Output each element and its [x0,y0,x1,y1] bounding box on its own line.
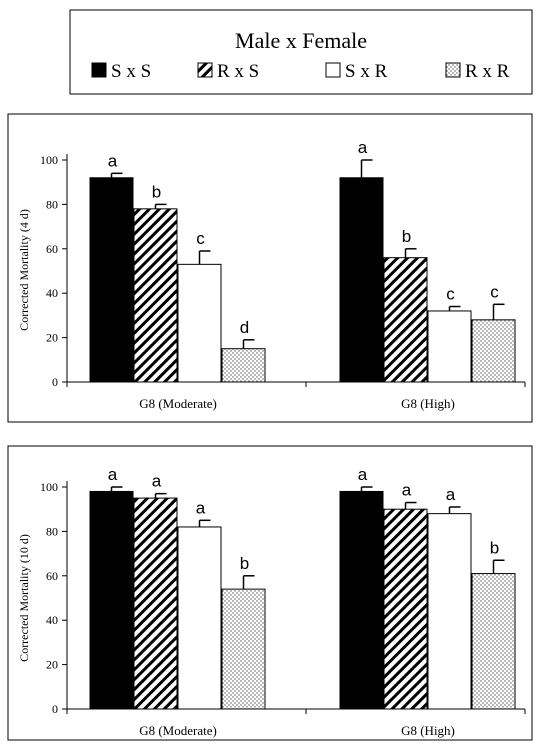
legend-swatch-sxr [325,62,341,78]
y-tick-label: 60 [46,569,58,583]
bar-sxr [427,513,472,710]
legend-label-rxs: R x S [217,61,259,82]
significance-letter: a [446,485,456,504]
significance-letter: a [108,465,118,484]
legend-item-rxr: R x R [445,61,510,82]
significance-letter: c [490,282,499,301]
bar-sxr [177,526,222,710]
panel-frame [7,445,533,741]
bar-rxs [383,508,428,710]
legend-swatch-rxr [445,62,461,78]
significance-letter: b [490,538,499,557]
significance-letter: a [402,481,412,500]
legend-item-sxr: S x R [325,61,388,82]
bar-rxr [471,319,516,383]
bar-sxs [89,177,134,383]
bar-rxr [221,348,266,383]
y-tick-label: 0 [52,702,58,716]
y-tick-label: 100 [40,153,58,167]
legend-frame [69,9,533,95]
significance-letter: d [240,318,249,337]
y-axis-label: Corrected Mortality (4 d) [17,209,31,331]
y-tick-label: 40 [46,613,58,627]
significance-letter: a [152,472,162,491]
legend-label-sxr: S x R [345,61,388,82]
legend-item-rxs: R x S [197,61,259,82]
legend-item-sxs: S x S [91,61,151,82]
y-tick-label: 40 [46,286,58,300]
y-tick-label: 60 [46,242,58,256]
bar-sxs [339,490,384,710]
bar-sxs [89,490,134,710]
y-tick-label: 80 [46,197,58,211]
bar-sxr [427,310,472,383]
bar-rxr [221,588,266,710]
significance-letter: c [446,285,455,304]
legend-label-sxs: S x S [111,61,151,82]
bar-rxs [133,497,178,710]
significance-letter: b [240,554,249,573]
significance-letter: a [358,465,368,484]
y-tick-label: 20 [46,658,58,672]
panel-frame [7,113,533,423]
x-tick-label: G8 (Moderate) [139,396,217,411]
chart-panel-10d: Corrected Mortality (10 d) 0 20 40 60 80 100 a… [7,445,533,741]
significance-letter: b [152,182,161,201]
legend: Male x Female S x S R x S S x R R x R [69,9,533,95]
y-tick-label: 0 [52,375,58,389]
legend-title: Male x Female [235,28,367,53]
legend-swatch-rxs [197,62,213,78]
y-axis-label: Corrected Mortality (10 d) [17,534,31,662]
legend-label-rxr: R x R [465,61,510,82]
significance-letter: a [358,138,368,157]
bar-rxs [133,208,178,383]
y-tick-label: 80 [46,524,58,538]
legend-swatch-sxs [91,62,107,78]
x-tick-label: G8 (High) [401,723,455,738]
x-tick-label: G8 (Moderate) [139,723,217,738]
significance-letter: a [196,498,206,517]
bar-sxs [339,177,384,383]
significance-letter: a [108,151,118,170]
y-tick-label: 100 [40,480,58,494]
bar-rxs [383,257,428,383]
bar-sxr [177,263,222,383]
significance-letter: c [196,229,205,248]
chart-panel-4d: Corrected Mortality (4 d) 0 20 40 60 80 100 a b… [7,113,533,423]
x-tick-label: G8 (High) [401,396,455,411]
significance-letter: b [402,227,411,246]
bar-rxr [471,573,516,710]
y-tick-label: 20 [46,331,58,345]
